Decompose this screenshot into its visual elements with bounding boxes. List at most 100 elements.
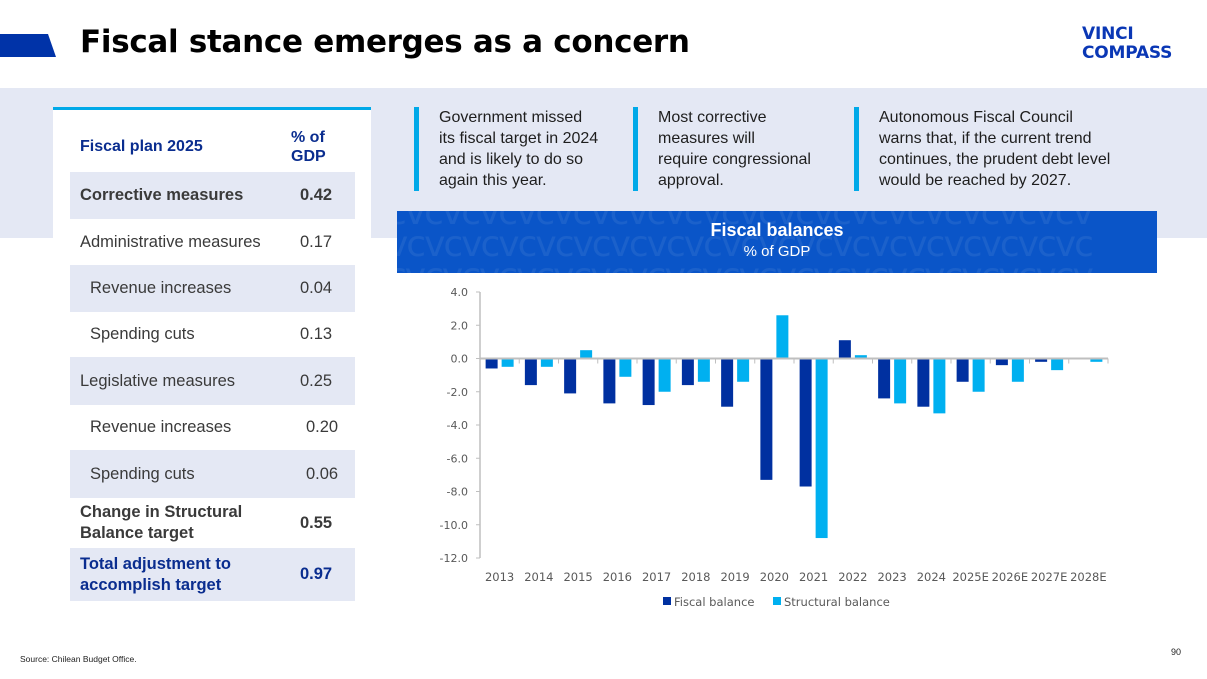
row-label-line-2: accomplish target bbox=[80, 575, 222, 594]
bar-fiscal-balance-2021 bbox=[799, 358, 812, 487]
vinci-compass-logo: VINCI COMPASS bbox=[1082, 25, 1172, 63]
bar-structural-balance-2022 bbox=[854, 355, 867, 359]
bar-structural-balance-2019 bbox=[737, 358, 750, 382]
bar-structural-balance-2017 bbox=[658, 358, 671, 392]
x-tick-label: 2018 bbox=[681, 570, 710, 584]
note-line: and is likely to do so bbox=[439, 151, 584, 168]
y-tick-label: -10.0 bbox=[440, 519, 468, 532]
x-tick-label: 2017 bbox=[642, 570, 671, 584]
bar-structural-balance-2023 bbox=[894, 358, 907, 404]
row-label: Spending cuts bbox=[90, 464, 195, 483]
y-tick-label: 2.0 bbox=[451, 319, 469, 332]
bar-structural-balance-2026e bbox=[1011, 358, 1024, 382]
x-tick-label: 2024 bbox=[917, 570, 946, 584]
table-row: Revenue increases 0.20 bbox=[70, 405, 355, 450]
page-title: Fiscal stance emerges as a concern bbox=[80, 24, 690, 60]
table-row: Revenue increases 0.04 bbox=[70, 265, 355, 312]
row-value: 0.20 bbox=[306, 418, 339, 436]
row-value: 0.04 bbox=[300, 279, 333, 297]
table-title: Fiscal plan 2025 bbox=[80, 138, 203, 155]
bar-structural-balance-2014 bbox=[540, 358, 553, 367]
x-tick-label: 2015 bbox=[563, 570, 592, 584]
note-line: continues, the prudent debt level bbox=[879, 151, 1111, 168]
bar-structural-balance-2020 bbox=[776, 315, 789, 359]
bar-fiscal-balance-2016 bbox=[603, 358, 616, 404]
bar-structural-balance-2028e bbox=[1090, 358, 1103, 362]
bar-fiscal-balance-2015 bbox=[564, 358, 577, 394]
row-label: Spending cuts bbox=[90, 325, 195, 343]
row-value: 0.42 bbox=[300, 186, 333, 204]
bar-fiscal-balance-2024 bbox=[917, 358, 930, 407]
bar-structural-balance-2021 bbox=[815, 358, 828, 539]
note-line: approval. bbox=[658, 172, 724, 189]
column-header-line-1: % of bbox=[291, 129, 325, 146]
x-tick-label: 2027E bbox=[1031, 570, 1068, 584]
row-value: 0.13 bbox=[300, 325, 333, 343]
legend-label-fiscal-balance: Fiscal balance bbox=[674, 595, 754, 609]
logo-line-2: COMPASS bbox=[1082, 43, 1173, 63]
note-line: Government missed bbox=[439, 109, 583, 126]
x-tick-label: 2023 bbox=[877, 570, 906, 584]
x-tick-label: 2014 bbox=[524, 570, 553, 584]
y-tick-label: -2.0 bbox=[447, 386, 468, 399]
y-tick-label: -6.0 bbox=[447, 452, 468, 465]
row-label: Administrative measures bbox=[80, 232, 261, 251]
row-label: Total adjustment to accomplish target bbox=[80, 554, 231, 596]
note-line: require congressional bbox=[658, 151, 811, 168]
table-header: Fiscal plan 2025 % of GDP bbox=[80, 128, 355, 173]
bar-fiscal-balance-2017 bbox=[642, 358, 655, 406]
bar-fiscal-balance-2019 bbox=[721, 358, 734, 407]
note-line: measures will bbox=[658, 130, 755, 147]
y-tick-label: -12.0 bbox=[440, 552, 468, 565]
x-tick-label: 2013 bbox=[485, 570, 514, 584]
row-value: 0.97 bbox=[300, 565, 333, 583]
x-tick-label: 2016 bbox=[603, 570, 632, 584]
legend-label-structural-balance: Structural balance bbox=[784, 595, 890, 609]
note-line: its fiscal target in 2024 bbox=[439, 130, 599, 147]
bar-fiscal-balance-2025e bbox=[956, 358, 969, 382]
chart-header-banner: cvcvcvcvcvcvcvcvcvcvcvcvcvcvcvcvcvcvcv vc… bbox=[397, 211, 1157, 273]
y-tick-label: -4.0 bbox=[447, 419, 468, 432]
logo-line-1: VINCI bbox=[1082, 24, 1134, 44]
legend-swatch-fiscal-balance bbox=[663, 597, 671, 605]
x-tick-label: 2028E bbox=[1070, 570, 1107, 584]
row-label-line-1: Change in Structural bbox=[80, 503, 243, 521]
row-value: 0.17 bbox=[300, 232, 333, 251]
table-row: Spending cuts 0.13 bbox=[70, 312, 355, 357]
note-line: Most corrective bbox=[658, 109, 767, 126]
table-row: Spending cuts 0.06 bbox=[70, 450, 355, 498]
bar-structural-balance-2016 bbox=[619, 358, 632, 377]
banner-watermark-pattern: cvcvcvcvcvcvcvcvcvcvcvcvcvcvcvcvcvcvcv vc… bbox=[397, 211, 1094, 273]
row-label: Legislative measures bbox=[80, 371, 235, 390]
fiscal-plan-table: Fiscal plan 2025 % of GDP Corrective mea… bbox=[53, 107, 371, 607]
x-tick-label: 2025E bbox=[952, 570, 989, 584]
table-row: Corrective measures 0.42 bbox=[70, 172, 355, 219]
table-row: Administrative measures 0.17 bbox=[70, 219, 355, 265]
fiscal-balances-chart: 4.0 2.0 0.0 -2.0 -4.0 -6.0 -8.0 -10.0 -12.0 2013 2… bbox=[440, 286, 1109, 609]
chart-subtitle: % of GDP bbox=[743, 243, 811, 260]
note-line: warns that, if the current trend bbox=[879, 130, 1092, 147]
table-row-total: Total adjustment to accomplish target 0.… bbox=[70, 548, 355, 601]
source-note: Source: Chilean Budget Office. bbox=[20, 654, 137, 664]
table-row: Legislative measures 0.25 bbox=[70, 357, 355, 405]
note-fiscal-target: Government missed its fiscal target in 2… bbox=[414, 107, 624, 191]
row-label: Change in Structural Balance target bbox=[80, 502, 242, 544]
bar-fiscal-balance-2023 bbox=[878, 358, 891, 399]
bar-fiscal-balance-2013 bbox=[485, 358, 498, 369]
x-tick-label: 2020 bbox=[760, 570, 789, 584]
row-label: Revenue increases bbox=[90, 418, 232, 436]
bar-structural-balance-2027e bbox=[1051, 358, 1064, 371]
bar-structural-balance-2015 bbox=[580, 350, 593, 359]
row-value: 0.25 bbox=[300, 371, 333, 390]
note-line: Autonomous Fiscal Council bbox=[879, 109, 1073, 126]
note-line: again this year. bbox=[439, 172, 547, 189]
title-accent-bar bbox=[0, 34, 56, 57]
y-tick-label: 0.0 bbox=[451, 353, 469, 366]
note-fiscal-council: Autonomous Fiscal Council warns that, if… bbox=[854, 107, 1144, 191]
row-label: Revenue increases bbox=[90, 279, 232, 297]
column-header: % of GDP bbox=[291, 128, 326, 166]
row-label-line-2: Balance target bbox=[80, 524, 194, 542]
page-number: 90 bbox=[1171, 647, 1182, 657]
bar-fiscal-balance-2020 bbox=[760, 358, 773, 480]
bar-structural-balance-2018 bbox=[697, 358, 710, 382]
